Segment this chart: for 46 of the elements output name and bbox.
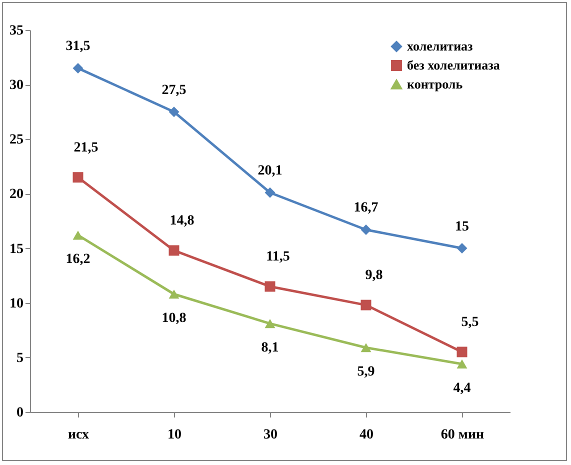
data-label: 10,8 (162, 311, 186, 326)
data-label: 16,2 (66, 252, 90, 268)
data-label: 31,5 (66, 39, 90, 54)
data-label: 15 (455, 219, 469, 234)
x-tick-label: 10 (168, 428, 182, 442)
y-tick-label: 5 (16, 350, 24, 366)
data-label: 5,5 (461, 314, 479, 330)
point (264, 319, 276, 328)
legend-label: без холелитиаза (407, 58, 500, 72)
point (168, 290, 180, 299)
point (456, 346, 468, 358)
point (360, 300, 372, 310)
data-label: 14,8 (170, 213, 194, 228)
point (264, 187, 276, 198)
y-tick-label: 0 (16, 406, 24, 420)
point (72, 230, 84, 240)
point (72, 62, 84, 74)
data-label: 20,1 (258, 164, 282, 179)
data-label: 27,5 (162, 82, 186, 98)
x-tick-label: 60 мин (440, 428, 484, 442)
y-tick-label: 25 (10, 132, 24, 148)
data-label: 16,7 (354, 200, 378, 216)
y-tick-label: 30 (10, 78, 24, 94)
data-label: 9,8 (365, 268, 383, 284)
data-label: 21,5 (74, 140, 98, 156)
point (264, 281, 276, 292)
legend-label: холелитиаз (407, 38, 473, 54)
data-label: 8,1 (261, 340, 279, 356)
x-tick-label: 30 (264, 428, 278, 442)
data-label: 11,5 (266, 249, 290, 264)
legend-label: контроль (407, 76, 463, 92)
point (456, 243, 468, 254)
point (168, 106, 180, 118)
point (72, 172, 84, 183)
data-label: 5,9 (357, 364, 375, 380)
data-label: 4,4 (453, 380, 471, 396)
y-tick-label: 20 (10, 187, 24, 202)
point (456, 359, 468, 369)
point (360, 343, 372, 352)
y-tick-label: 10 (10, 296, 24, 312)
y-tick-label: 15 (10, 242, 24, 257)
x-tick-label: исх (68, 428, 90, 442)
y-tick-label: 35 (10, 24, 24, 38)
point (360, 224, 372, 235)
x-tick-label: 40 (360, 428, 374, 442)
point (168, 245, 180, 256)
